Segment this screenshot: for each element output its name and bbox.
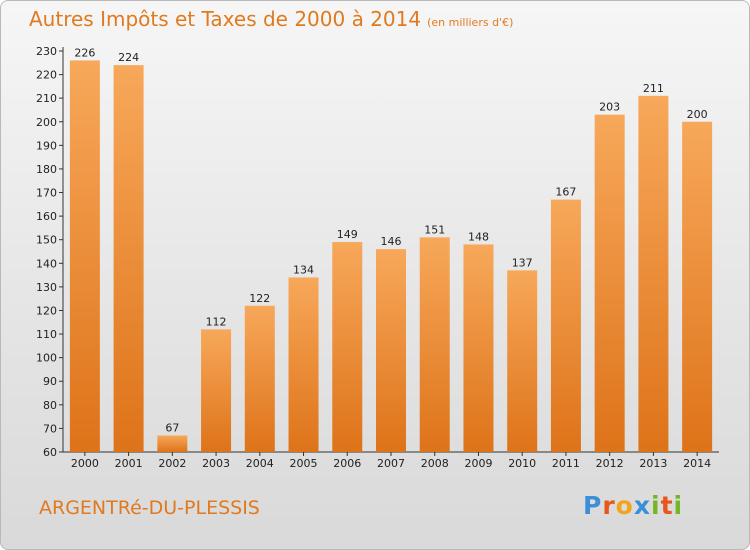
data-label: 226 — [74, 46, 95, 59]
y-tick-label: 140 — [36, 257, 57, 270]
bar — [463, 244, 494, 452]
y-tick-label: 130 — [36, 281, 57, 294]
y-tick-label: 150 — [36, 234, 57, 247]
chart-title: Autres Impôts et Taxes de 2000 à 2014 (en… — [29, 7, 513, 31]
bar — [157, 435, 188, 452]
data-label: 137 — [512, 256, 533, 269]
data-label: 67 — [165, 421, 179, 434]
data-label: 200 — [687, 108, 708, 121]
x-tick-label: 2012 — [596, 457, 624, 470]
logo-letter: t — [660, 491, 674, 520]
bar — [594, 114, 625, 452]
x-tick-label: 2007 — [377, 457, 405, 470]
data-label: 134 — [293, 263, 314, 276]
data-label: 148 — [468, 230, 489, 243]
y-tick-label: 190 — [36, 139, 57, 152]
bar — [288, 277, 319, 452]
y-tick-label: 90 — [43, 375, 57, 388]
chart-unit: (en milliers d'€) — [427, 16, 514, 29]
data-label: 211 — [643, 82, 664, 95]
y-tick-label: 80 — [43, 399, 57, 412]
y-tick-label: 180 — [36, 163, 57, 176]
data-label: 122 — [249, 292, 270, 305]
y-tick-label: 120 — [36, 304, 57, 317]
x-tick-label: 2011 — [552, 457, 580, 470]
logo-letter: P — [583, 491, 603, 520]
x-tick-label: 2014 — [683, 457, 711, 470]
data-label: 203 — [599, 101, 620, 114]
bar — [376, 249, 406, 452]
x-axis: 2000 2001 2002 2003 2004 2005 2006 2007 2008 2009… — [63, 451, 719, 470]
x-tick-label: 2013 — [639, 457, 667, 470]
y-tick-label: 110 — [36, 328, 57, 341]
data-label: 224 — [118, 51, 139, 64]
data-label: 149 — [337, 228, 358, 241]
logo-letter: x — [633, 491, 651, 520]
x-tick-label: 2002 — [158, 457, 186, 470]
x-tick-label: 2001 — [115, 457, 143, 470]
chart-title-text: Autres Impôts et Taxes de 2000 à 2014 — [29, 7, 422, 31]
bar — [201, 329, 232, 452]
y-tick-label: 220 — [36, 69, 57, 82]
bar — [682, 121, 713, 452]
x-tick-label: 2000 — [71, 457, 99, 470]
bars — [69, 60, 713, 452]
bar — [550, 199, 581, 452]
data-label: 167 — [555, 186, 576, 199]
x-tick-label: 2006 — [333, 457, 361, 470]
bar — [113, 65, 144, 452]
y-tick-label: 70 — [43, 422, 57, 435]
x-tick-label: 2008 — [421, 457, 449, 470]
data-label: 146 — [381, 235, 402, 248]
y-tick-label: 230 — [36, 45, 57, 58]
bar — [69, 60, 100, 452]
data-label: 112 — [206, 315, 227, 328]
bar — [419, 237, 450, 452]
logo-letter: i — [651, 491, 661, 520]
y-tick-label: 60 — [43, 446, 57, 459]
x-tick-label: 2003 — [202, 457, 230, 470]
bar — [332, 242, 363, 452]
y-axis: 60 70 80 90 100 110 120 130 140 150 160 170 180 190 20… — [36, 45, 64, 459]
x-tick-label: 2005 — [290, 457, 318, 470]
bar — [244, 305, 275, 452]
commune-name: ARGENTRé-DU-PLESSIS — [39, 497, 260, 519]
y-tick-label: 170 — [36, 187, 57, 200]
bar — [638, 95, 669, 452]
y-tick-label: 100 — [36, 352, 57, 365]
data-label: 151 — [424, 223, 445, 236]
data-labels: 226 224 67 112 122 134 149 146 151 148 137 167 203 21… — [74, 46, 707, 434]
logo-letter: r — [602, 491, 616, 520]
logo-letter: o — [615, 491, 634, 520]
y-tick-label: 160 — [36, 210, 57, 223]
x-tick-label: 2009 — [464, 457, 492, 470]
y-tick-label: 210 — [36, 92, 57, 105]
proxiti-logo: Proxiti — [583, 491, 683, 520]
logo-letter: i — [673, 491, 684, 520]
x-tick-label: 2004 — [246, 457, 274, 470]
x-tick-label: 2010 — [508, 457, 536, 470]
bar — [507, 270, 538, 452]
y-tick-label: 200 — [36, 116, 57, 129]
